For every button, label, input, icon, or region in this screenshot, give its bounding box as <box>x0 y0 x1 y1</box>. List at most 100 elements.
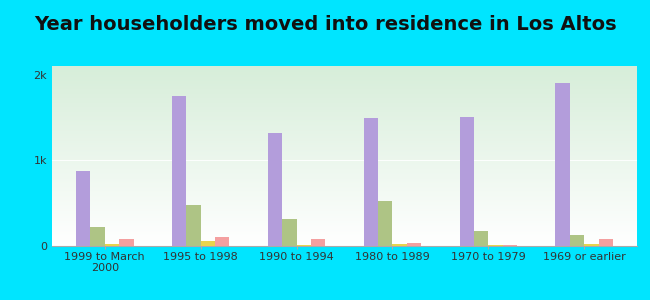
Bar <box>52 80 637 81</box>
Bar <box>599 239 613 246</box>
Bar <box>52 69 637 70</box>
Bar <box>52 235 637 236</box>
Bar <box>52 218 637 219</box>
Bar <box>52 238 637 239</box>
Bar <box>52 153 637 154</box>
Bar <box>52 175 637 176</box>
Bar <box>52 101 637 102</box>
Bar <box>52 203 637 204</box>
Bar <box>52 197 637 198</box>
Bar <box>52 165 637 166</box>
Bar <box>52 189 637 190</box>
Bar <box>52 141 637 142</box>
Bar <box>52 75 637 76</box>
Bar <box>52 107 637 108</box>
Bar <box>52 155 637 156</box>
Bar <box>378 201 393 246</box>
Bar <box>52 142 637 143</box>
Bar <box>52 126 637 127</box>
Bar <box>52 159 637 160</box>
Bar <box>52 156 637 157</box>
Bar <box>52 116 637 117</box>
Bar <box>52 122 637 123</box>
Bar <box>119 239 133 246</box>
Bar <box>52 100 637 101</box>
Bar <box>52 186 637 187</box>
Bar <box>52 140 637 141</box>
Bar <box>52 83 637 84</box>
Bar <box>52 221 637 222</box>
Bar <box>52 108 637 109</box>
Bar <box>52 171 637 172</box>
Bar <box>52 71 637 72</box>
Bar <box>52 208 637 209</box>
Bar <box>52 233 637 234</box>
Bar <box>52 219 637 220</box>
Bar <box>52 110 637 111</box>
Bar <box>52 201 637 202</box>
Bar <box>52 177 637 178</box>
Bar <box>52 88 637 89</box>
Bar <box>52 85 637 86</box>
Bar <box>52 109 637 110</box>
Bar <box>52 144 637 145</box>
Bar <box>52 114 637 115</box>
Bar <box>52 160 637 161</box>
Bar <box>52 121 637 122</box>
Bar <box>52 81 637 82</box>
Bar <box>52 157 637 158</box>
Bar <box>215 237 229 246</box>
Bar <box>268 133 282 246</box>
Bar <box>52 67 637 68</box>
Bar <box>52 241 637 242</box>
Bar <box>52 236 637 237</box>
Bar <box>52 172 637 173</box>
Bar <box>52 207 637 208</box>
Bar <box>52 176 637 177</box>
Bar <box>52 68 637 69</box>
Bar <box>52 149 637 150</box>
Bar <box>52 93 637 94</box>
Bar <box>52 162 637 163</box>
Bar <box>52 242 637 243</box>
Bar <box>52 196 637 197</box>
Bar <box>52 222 637 223</box>
Bar <box>52 97 637 98</box>
Bar <box>52 160 637 161</box>
Bar <box>187 205 201 246</box>
Bar <box>52 211 637 212</box>
Bar <box>488 245 502 246</box>
Bar <box>52 76 637 77</box>
Bar <box>296 245 311 246</box>
Bar <box>52 200 637 201</box>
Bar <box>52 112 637 113</box>
Bar <box>52 232 637 233</box>
Bar <box>52 191 637 192</box>
Bar <box>52 188 637 189</box>
Bar <box>52 212 637 213</box>
Bar <box>52 137 637 138</box>
Bar <box>52 229 637 230</box>
Bar <box>52 99 637 100</box>
Bar <box>52 214 637 215</box>
Bar <box>52 202 637 203</box>
Bar <box>52 115 637 116</box>
Bar <box>52 102 637 103</box>
Bar <box>52 228 637 229</box>
Bar <box>52 182 637 183</box>
Bar <box>52 194 637 195</box>
Bar <box>52 168 637 169</box>
Bar <box>52 84 637 85</box>
Bar <box>474 231 488 246</box>
Bar <box>52 169 637 170</box>
Bar <box>172 96 187 246</box>
Bar <box>52 120 637 121</box>
Bar <box>52 158 637 159</box>
Bar <box>52 72 637 73</box>
Bar <box>52 181 637 182</box>
Bar <box>52 111 637 112</box>
Bar <box>52 174 637 175</box>
Bar <box>52 118 637 119</box>
Bar <box>52 240 637 241</box>
Bar <box>52 231 637 232</box>
